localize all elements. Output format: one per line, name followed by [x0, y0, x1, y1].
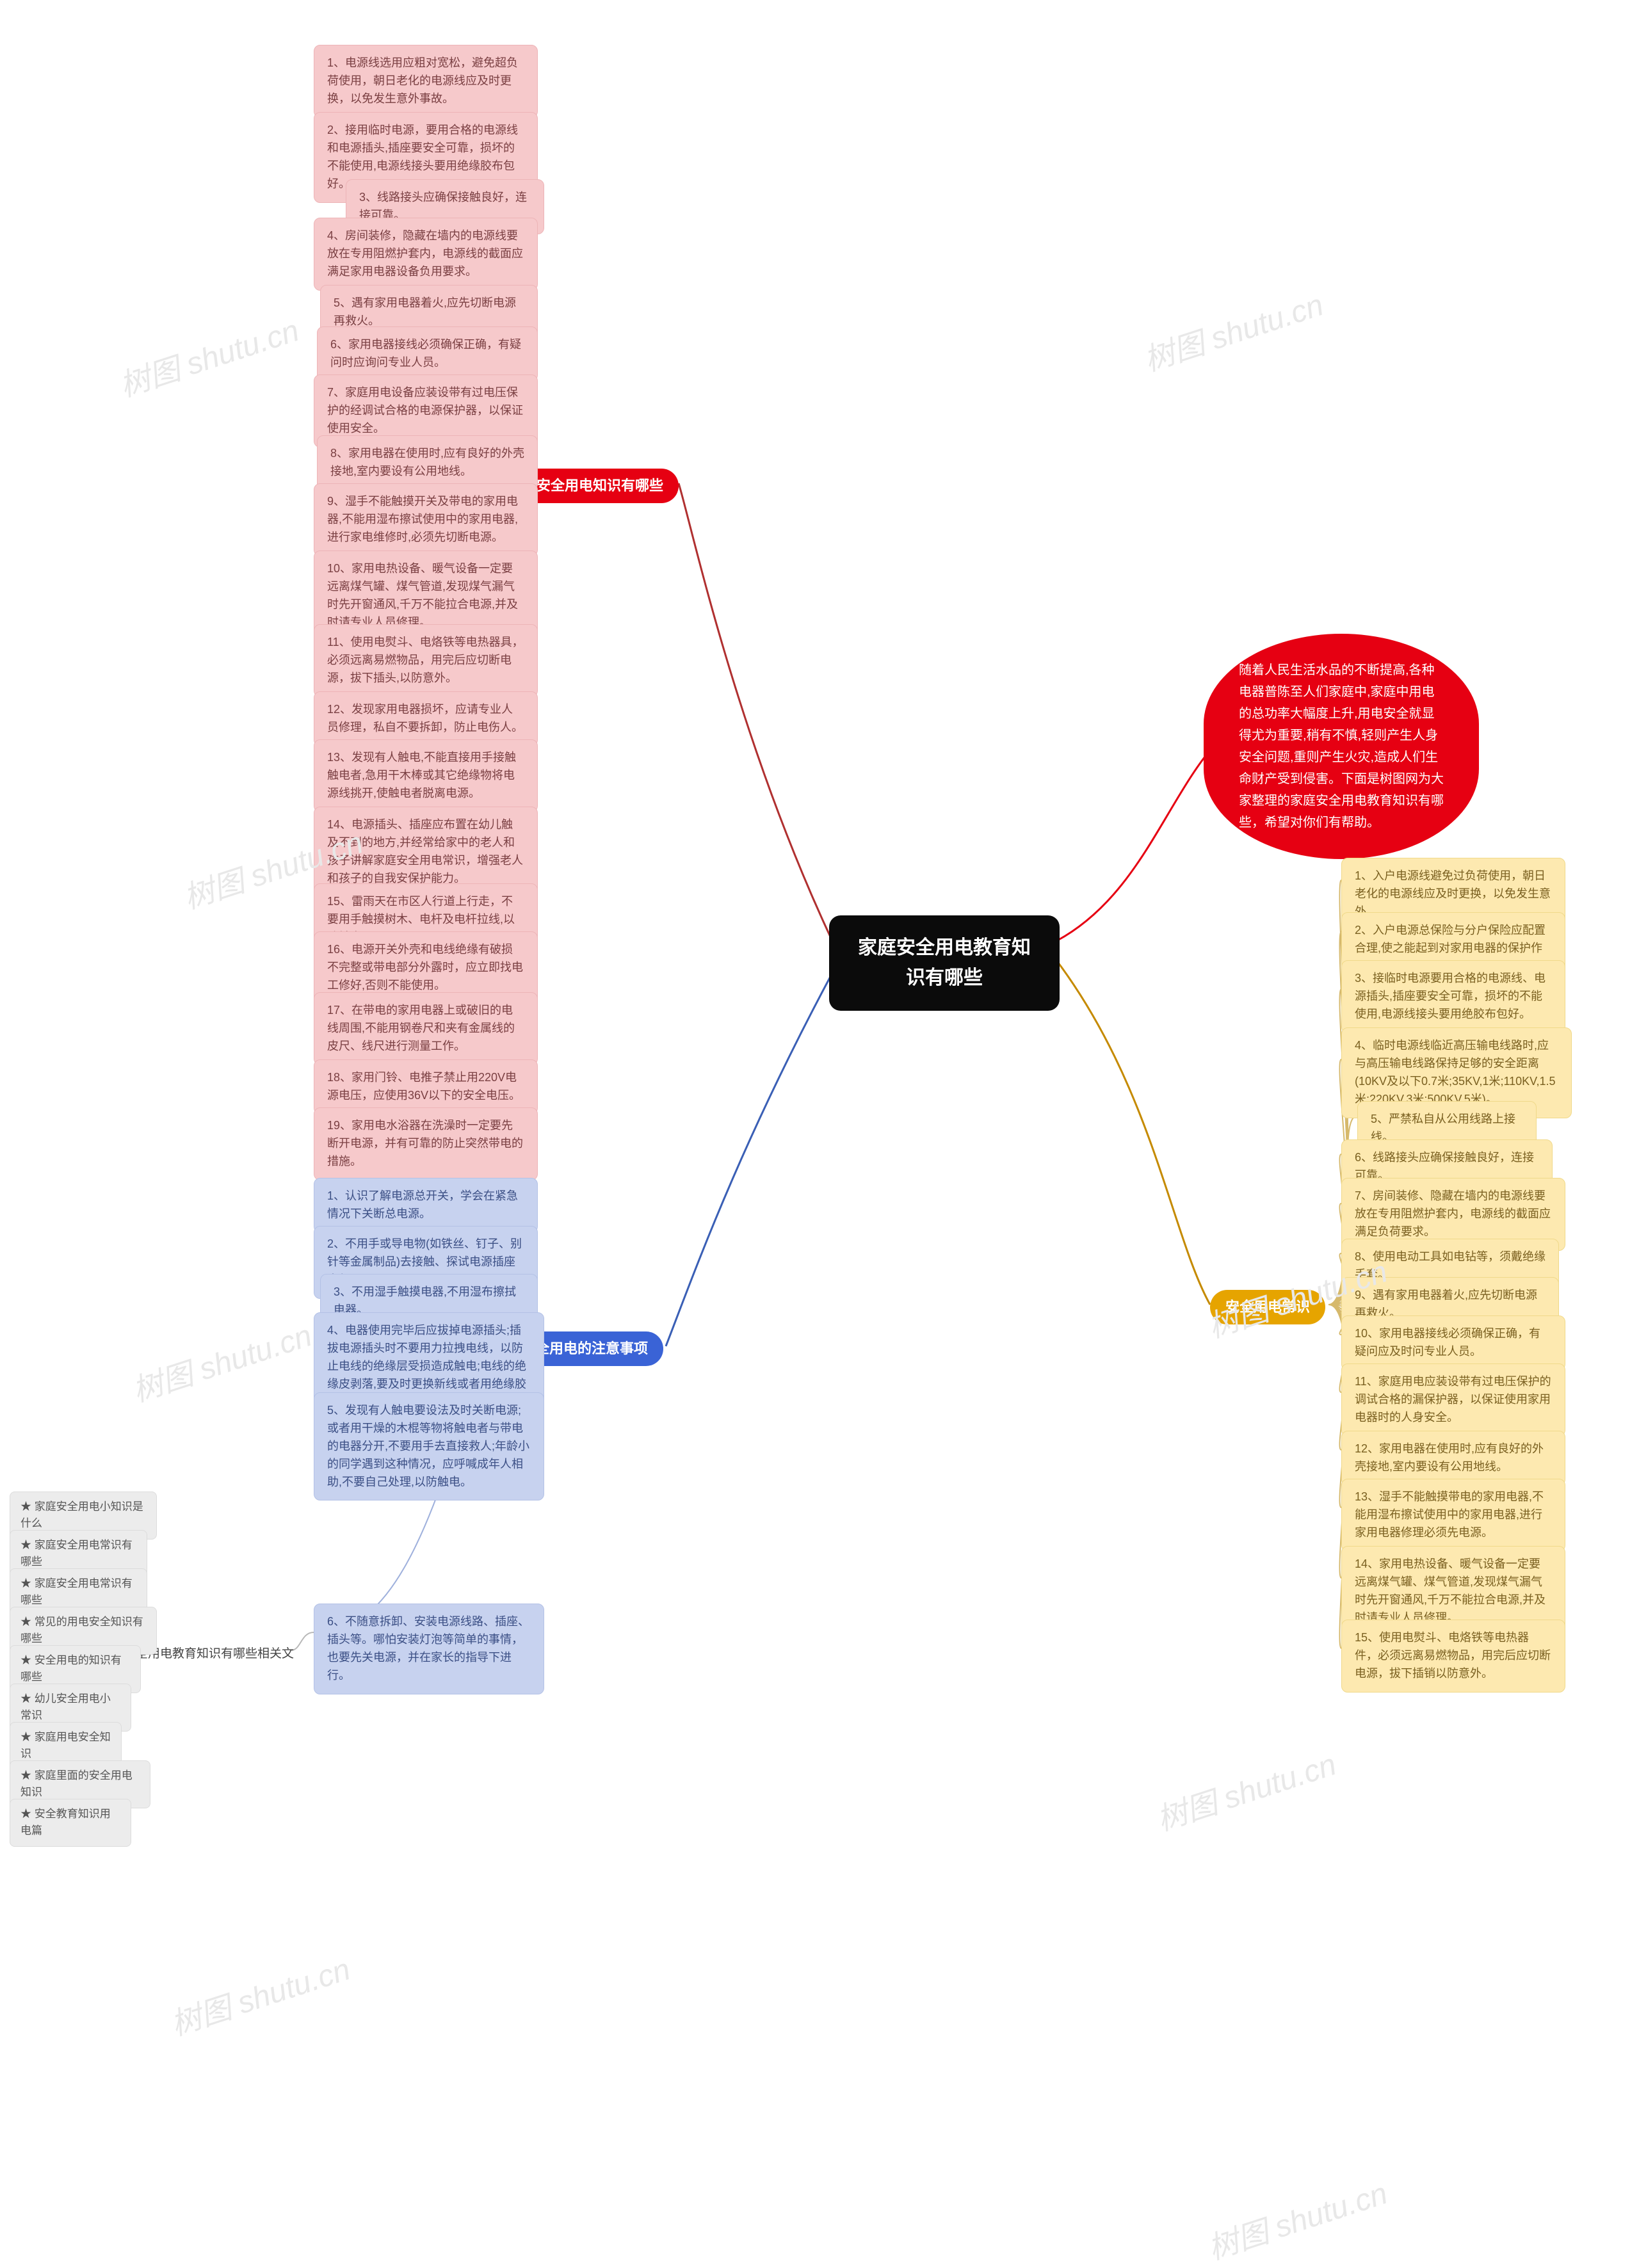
knowledge-leaf-17: 17、在带电的家用电器上或破旧的电线周围,不能用钢卷尺和夹有金属线的皮尺、线尺进… — [314, 992, 538, 1065]
center-node: 家庭安全用电教育知识有哪些 — [829, 915, 1060, 1011]
common-leaf-10: 10、家用电器接线必须确保正确，有疑问应及时问专业人员。 — [1341, 1315, 1565, 1371]
watermark: 树图 shutu.cn — [164, 1944, 355, 2044]
knowledge-leaf-19: 19、家用电水浴器在洗澡时一定要先断开电源，并有可靠的防止突然带电的措施。 — [314, 1107, 538, 1180]
common-leaf-12: 12、家用电器在使用时,应有良好的外壳接地,室内要设有公用地线。 — [1341, 1431, 1565, 1486]
knowledge-leaf-18: 18、家用门铃、电推子禁止用220V电源电压，应使用36V以下的安全电压。 — [314, 1059, 538, 1114]
knowledge-leaf-4: 4、房间装修，隐藏在墙内的电源线要放在专用阻燃护套内，电源线的截面应满足家用电器… — [314, 218, 538, 291]
watermark: 树图 shutu.cn — [125, 1310, 316, 1410]
notes-leaf-1: 1、认识了解电源总开关，学会在紧急情况下关断总电源。 — [314, 1178, 538, 1233]
common-leaf-15: 15、使用电熨斗、电烙铁等电热器件，必须远离易燃物品，用完后应切断电源，拔下插销… — [1341, 1620, 1565, 1693]
knowledge-leaf-12: 12、发现家用电器损坏，应请专业人员修理，私自不要拆卸，防止电伤人。 — [314, 691, 538, 746]
branch-common: 安全用电常识 — [1210, 1290, 1325, 1324]
notes-leaf-6: 6、不随意拆卸、安装电源线路、插座、插头等。哪怕安装灯泡等简单的事情，也要先关电… — [314, 1604, 544, 1694]
intro-node: 随着人民生活水品的不断提高,各种电器普陈至人们家庭中,家庭中用电的总功率大幅度上… — [1204, 634, 1479, 859]
watermark: 树图 shutu.cn — [1150, 1739, 1341, 1839]
knowledge-leaf-1: 1、电源线选用应粗对宽松，避免超负荷使用，朝日老化的电源线应及时更换，以免发生意… — [314, 45, 538, 118]
notes-leaf-5: 5、发现有人触电要设法及时关断电源;或者用干燥的木棍等物将触电者与带电的电器分开… — [314, 1392, 544, 1500]
common-leaf-3: 3、接临时电源要用合格的电源线、电源插头,插座要安全可靠，损坏的不能使用,电源线… — [1341, 960, 1565, 1033]
knowledge-leaf-8: 8、家用电器在使用时,应有良好的外壳接地,室内要设有公用地线。 — [317, 435, 538, 490]
related-item-9: ★ 安全教育知识用电篇 — [10, 1799, 131, 1847]
knowledge-leaf-6: 6、家用电器接线必须确保正确，有疑问时应询问专业人员。 — [317, 326, 538, 382]
common-leaf-11: 11、家庭用电应装设带有过电压保护的调试合格的漏保护器，以保证使用家用电器时的人… — [1341, 1363, 1565, 1436]
knowledge-leaf-9: 9、湿手不能触摸开关及带电的家用电器,不能用湿布擦试使用中的家用电器,进行家电维… — [314, 483, 538, 556]
watermark: 树图 shutu.cn — [113, 305, 303, 405]
watermark: 树图 shutu.cn — [1137, 280, 1328, 380]
watermark: 树图 shutu.cn — [1201, 2168, 1392, 2268]
knowledge-leaf-11: 11、使用电熨斗、电烙铁等电热器具，必须远离易燃物品，用完后应切断电源，拔下插头… — [314, 624, 538, 697]
common-leaf-13: 13、湿手不能触摸带电的家用电器,不能用湿布擦试使用中的家用电器,进行家用电器修… — [1341, 1479, 1565, 1552]
knowledge-leaf-13: 13、发现有人触电,不能直接用手接触触电者,急用干木棒或其它绝缘物将电源线挑开,… — [314, 739, 538, 812]
